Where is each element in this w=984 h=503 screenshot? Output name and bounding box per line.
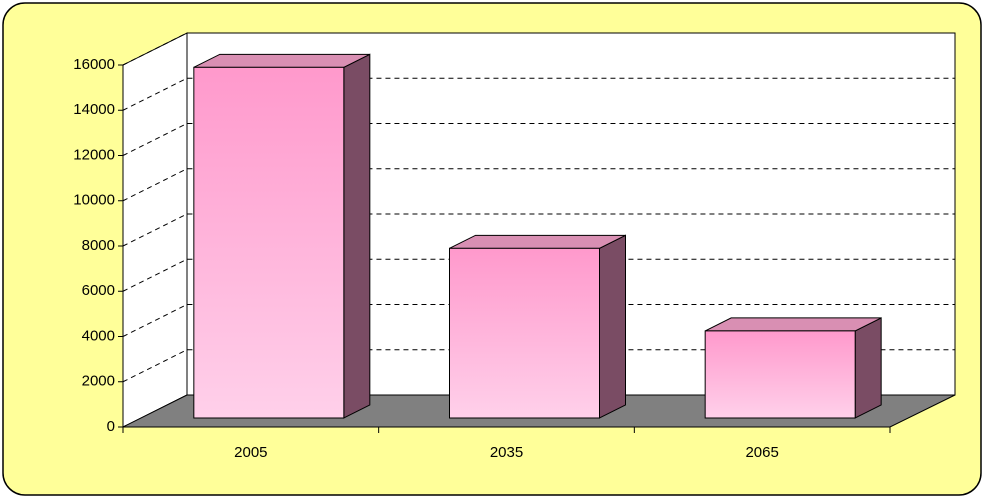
bar: [449, 247, 600, 419]
left-wall: [122, 32, 188, 428]
y-tick-label: 12000: [73, 146, 115, 163]
y-tick-label: 4000: [82, 327, 115, 344]
bar-top: [449, 234, 626, 249]
bar-top: [704, 317, 882, 332]
x-tick-label: 2005: [234, 444, 267, 461]
x-tick-label: 2035: [490, 444, 523, 461]
y-tick-label: 16000: [73, 56, 115, 73]
y-tick-label: 10000: [73, 192, 115, 209]
y-tick-label: 0: [107, 418, 115, 435]
bar: [193, 66, 345, 419]
y-tick-label: 6000: [82, 282, 115, 299]
bar-side: [854, 317, 882, 419]
x-tick-label: 2065: [745, 444, 778, 461]
bars: [193, 53, 882, 419]
y-tick-label: 2000: [82, 373, 115, 390]
y-tick-label: 14000: [73, 101, 115, 118]
bar-top: [193, 53, 371, 68]
bar-side: [599, 234, 626, 419]
bar-side: [343, 53, 371, 419]
bar: [704, 330, 856, 419]
y-tick-label: 8000: [82, 237, 115, 254]
